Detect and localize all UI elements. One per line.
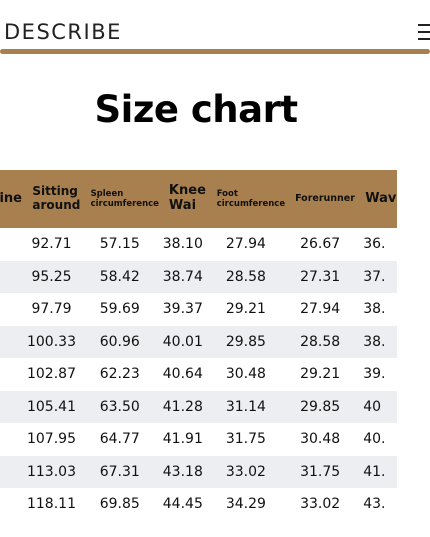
table-cell: 30.48 xyxy=(206,358,286,391)
table-cell: 29.85 xyxy=(285,390,356,423)
table-cell: 58.42 xyxy=(80,260,159,293)
table-cell: 31.14 xyxy=(206,390,286,423)
table-cell: 102.87 xyxy=(22,358,81,391)
table-cell: 4 xyxy=(0,325,23,358)
brand-logo-text[interactable]: DESCRIBE xyxy=(4,20,122,44)
table-cell: 33.02 xyxy=(206,455,286,488)
table-cell: 44.45 xyxy=(158,488,207,521)
table-cell: 63.50 xyxy=(80,390,159,423)
table-cell: 59.69 xyxy=(80,293,159,326)
table-cell: 28.58 xyxy=(206,260,286,293)
table-cell: 39.37 xyxy=(158,293,207,326)
table-cell: 4 xyxy=(0,455,23,488)
table-cell: 40.64 xyxy=(158,358,207,391)
table-cell: 92.71 xyxy=(22,228,81,261)
table-cell: 27.94 xyxy=(285,293,356,326)
table-cell: 33.02 xyxy=(285,488,356,521)
table-cell: 31.75 xyxy=(285,455,356,488)
table-cell: 105.41 xyxy=(22,390,81,423)
table-cell: 31.75 xyxy=(206,423,286,456)
table-cell: 118.11 xyxy=(22,488,81,521)
table-cell: 56 xyxy=(0,260,23,293)
header-underline xyxy=(0,49,430,54)
table-cell: 41.91 xyxy=(158,423,207,456)
top-bar: DESCRIBE xyxy=(0,0,430,58)
table-cell: 67.31 xyxy=(80,455,159,488)
table-cell: 2 xyxy=(0,488,23,521)
table-cell: 43.18 xyxy=(158,455,207,488)
table-cell: 29.21 xyxy=(285,358,356,391)
table-cell: 62.23 xyxy=(80,358,159,391)
table-cell: 38.10 xyxy=(158,228,207,261)
table-cell: 36. xyxy=(355,228,397,261)
column-header: Foot circumference xyxy=(206,170,285,228)
column-header: line xyxy=(0,170,23,228)
table-cell: 38.74 xyxy=(158,260,207,293)
column-header: Knee Wai xyxy=(158,170,207,228)
table-cell: 27.31 xyxy=(285,260,356,293)
table-cell: 100.33 xyxy=(22,325,81,358)
table-cell: 28.58 xyxy=(285,325,356,358)
table-cell: 6 xyxy=(0,423,23,456)
table-cell: 18 xyxy=(0,358,23,391)
column-header: Forerunner xyxy=(285,170,356,228)
table-cell: 107.95 xyxy=(22,423,81,456)
table-cell: 97.79 xyxy=(22,293,81,326)
table-cell: 40. xyxy=(355,423,397,456)
table-cell: 60.96 xyxy=(80,325,159,358)
table-cell: 57.15 xyxy=(80,228,159,261)
column-header: Sitting around xyxy=(22,170,81,228)
table-cell: 43. xyxy=(355,488,397,521)
table-cell: 2 xyxy=(0,228,23,261)
column-header: Spleen circumference xyxy=(80,170,159,228)
menu-icon[interactable] xyxy=(418,24,430,40)
size-chart-table: line Sitting around Spleen circumference… xyxy=(0,170,397,521)
table-cell: 30.48 xyxy=(285,423,356,456)
table-cell: 32 xyxy=(0,390,23,423)
table-cell: 40 xyxy=(355,390,397,423)
table-cell: 29.85 xyxy=(206,325,286,358)
table-cell: 37. xyxy=(355,260,397,293)
table-cell: 38. xyxy=(355,293,397,326)
table-cell: 26.67 xyxy=(285,228,356,261)
table-cell: 34.29 xyxy=(206,488,286,521)
table-cell: 95.25 xyxy=(22,260,81,293)
table-cell: 27.94 xyxy=(206,228,286,261)
column-header: Wav xyxy=(355,170,397,228)
table-cell: 10 xyxy=(0,293,23,326)
size-chart-table-container: line Sitting around Spleen circumference… xyxy=(0,170,430,522)
table-cell: 64.77 xyxy=(80,423,159,456)
table-cell: 40.01 xyxy=(158,325,207,358)
table-cell: 38. xyxy=(355,325,397,358)
table-cell: 113.03 xyxy=(22,455,81,488)
table-cell: 69.85 xyxy=(80,488,159,521)
table-cell: 41.28 xyxy=(158,390,207,423)
table-cell: 41. xyxy=(355,455,397,488)
table-cell: 29.21 xyxy=(206,293,286,326)
table-header-row: line Sitting around Spleen circumference… xyxy=(0,170,397,228)
page-title: Size chart xyxy=(94,88,298,131)
table-cell: 39. xyxy=(355,358,397,391)
